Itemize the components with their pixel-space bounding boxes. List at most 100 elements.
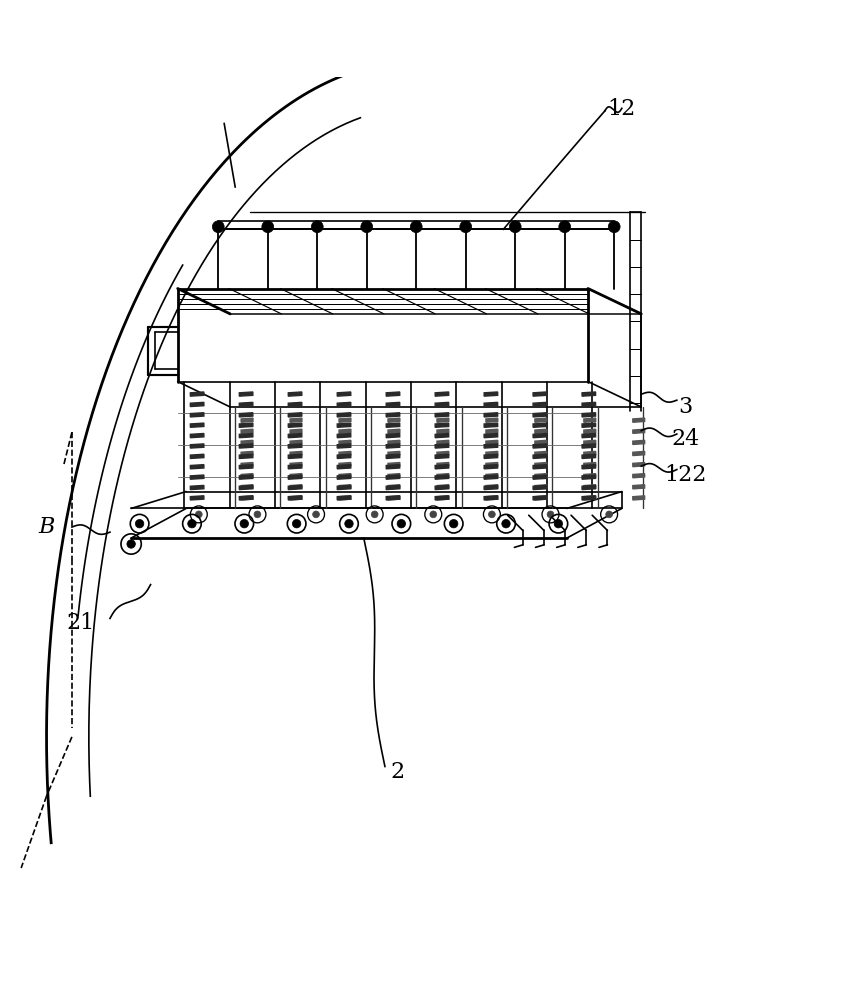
Polygon shape (239, 465, 253, 469)
Polygon shape (190, 433, 204, 438)
Polygon shape (584, 440, 596, 444)
Polygon shape (435, 433, 448, 438)
Polygon shape (288, 475, 302, 479)
Polygon shape (239, 475, 253, 479)
Polygon shape (239, 392, 253, 396)
Polygon shape (386, 413, 399, 417)
Polygon shape (486, 463, 497, 467)
Polygon shape (582, 402, 596, 407)
Polygon shape (535, 418, 547, 422)
Polygon shape (435, 454, 448, 458)
Polygon shape (484, 413, 497, 417)
Polygon shape (290, 474, 302, 478)
Polygon shape (190, 402, 204, 407)
Polygon shape (584, 463, 596, 467)
Polygon shape (239, 402, 253, 407)
Polygon shape (386, 475, 399, 479)
Polygon shape (239, 496, 253, 500)
Polygon shape (582, 485, 596, 490)
Polygon shape (535, 485, 547, 489)
Polygon shape (535, 496, 547, 500)
Polygon shape (633, 485, 645, 489)
Polygon shape (338, 454, 351, 458)
Polygon shape (339, 440, 351, 444)
Polygon shape (388, 451, 400, 456)
Polygon shape (241, 440, 253, 444)
Polygon shape (437, 485, 448, 489)
Circle shape (240, 519, 249, 528)
Polygon shape (486, 474, 497, 478)
Polygon shape (241, 429, 253, 433)
Polygon shape (190, 465, 204, 469)
Circle shape (459, 221, 472, 233)
Polygon shape (338, 402, 351, 407)
Polygon shape (339, 474, 351, 478)
Polygon shape (584, 485, 596, 489)
Polygon shape (386, 433, 399, 438)
Polygon shape (535, 463, 547, 467)
Polygon shape (437, 440, 448, 444)
Polygon shape (582, 423, 596, 427)
Polygon shape (486, 451, 497, 456)
Polygon shape (437, 496, 448, 500)
Polygon shape (339, 418, 351, 422)
Polygon shape (535, 474, 547, 478)
Polygon shape (190, 413, 204, 417)
Polygon shape (388, 463, 400, 467)
Circle shape (410, 221, 422, 233)
Polygon shape (386, 454, 399, 458)
Polygon shape (239, 423, 253, 427)
Polygon shape (338, 444, 351, 448)
Polygon shape (190, 454, 204, 458)
Polygon shape (239, 485, 253, 490)
Polygon shape (533, 392, 547, 396)
Polygon shape (288, 402, 302, 407)
Polygon shape (437, 463, 448, 467)
Polygon shape (633, 429, 645, 433)
Polygon shape (633, 440, 645, 444)
Polygon shape (486, 418, 497, 422)
Circle shape (558, 221, 570, 233)
Polygon shape (533, 433, 547, 438)
Text: 3: 3 (678, 396, 692, 418)
Polygon shape (388, 496, 400, 500)
Polygon shape (486, 485, 497, 489)
Polygon shape (388, 485, 400, 489)
Polygon shape (533, 454, 547, 458)
Polygon shape (338, 465, 351, 469)
Circle shape (606, 511, 613, 518)
Polygon shape (241, 463, 253, 467)
Circle shape (188, 519, 196, 528)
Polygon shape (338, 496, 351, 500)
Circle shape (488, 511, 495, 518)
Polygon shape (290, 418, 302, 422)
Polygon shape (435, 485, 448, 490)
Polygon shape (338, 475, 351, 479)
Polygon shape (339, 463, 351, 467)
Polygon shape (190, 496, 204, 500)
Circle shape (360, 221, 372, 233)
Polygon shape (239, 413, 253, 417)
Circle shape (195, 511, 202, 518)
Polygon shape (288, 423, 302, 427)
Polygon shape (584, 496, 596, 500)
Text: 21: 21 (66, 612, 95, 634)
Polygon shape (388, 440, 400, 444)
Polygon shape (437, 418, 448, 422)
Polygon shape (582, 465, 596, 469)
Polygon shape (290, 451, 302, 456)
Polygon shape (584, 474, 596, 478)
Text: 24: 24 (671, 428, 700, 450)
Polygon shape (633, 451, 645, 456)
Polygon shape (486, 496, 497, 500)
Polygon shape (241, 474, 253, 478)
Polygon shape (437, 474, 448, 478)
Polygon shape (582, 496, 596, 500)
Polygon shape (386, 444, 399, 448)
Polygon shape (435, 496, 448, 500)
Polygon shape (437, 429, 448, 433)
Text: 2: 2 (391, 761, 404, 783)
Polygon shape (290, 463, 302, 467)
Circle shape (313, 511, 320, 518)
Circle shape (127, 540, 135, 548)
